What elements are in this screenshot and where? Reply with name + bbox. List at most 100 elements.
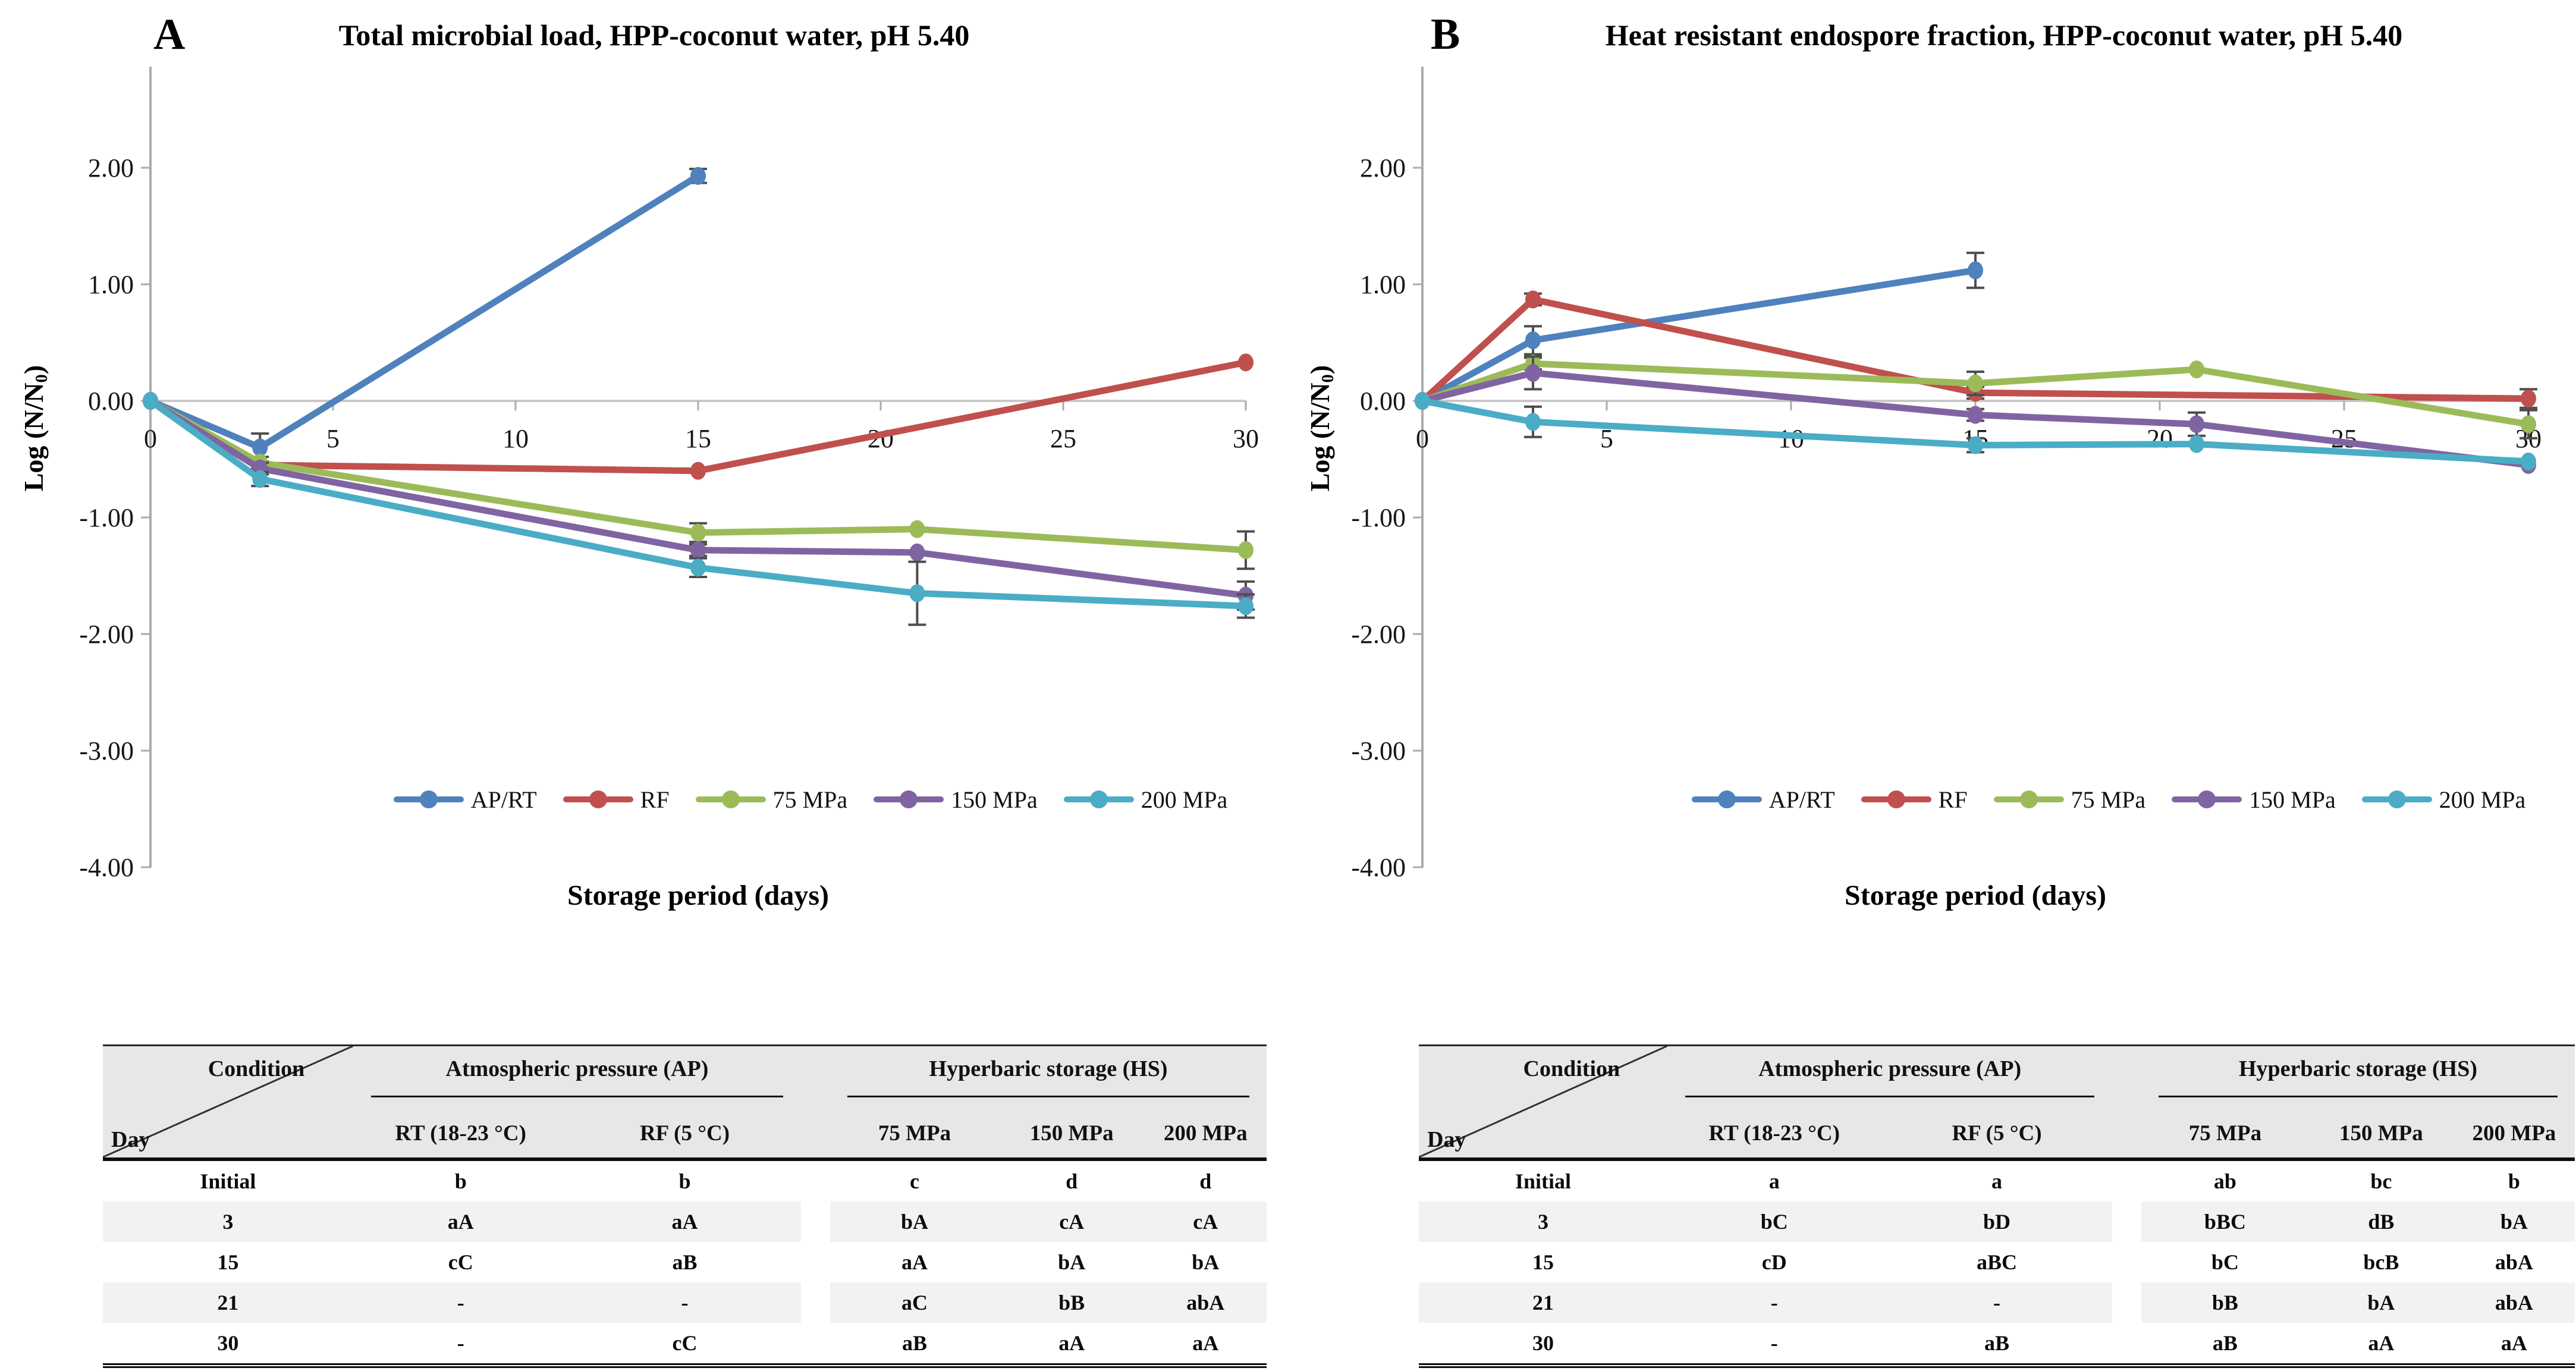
table-group-header-hyperbaric-storage-hs: Hyperbaric storage (HS) [830, 1046, 1267, 1099]
table-column-header-200-mpa: 200 MPa [1163, 1121, 1248, 1146]
table-value-cell: bA [2500, 1210, 2528, 1234]
table-value-cell: cA [1059, 1210, 1085, 1234]
data-point [909, 520, 925, 538]
chart-title-a: Total microbial load, HPP-coconut water,… [338, 18, 970, 52]
table-day-cell: 30 [1532, 1331, 1554, 1355]
table-value-cell: bB [1058, 1291, 1085, 1314]
y-axis-label-b: Log (N/N0) [1305, 365, 1338, 492]
legend-marker-icon [393, 789, 464, 810]
table-value-cell: aB [901, 1331, 927, 1355]
y-tick-label: -3.00 [1351, 736, 1406, 765]
table-group-header-hyperbaric-storage-hs: Hyperbaric storage (HS) [2141, 1046, 2575, 1099]
table-day-cell: 15 [217, 1250, 239, 1274]
legend-dot-icon [1089, 790, 1108, 808]
legend-dot-icon [900, 790, 918, 808]
legend-label: RF [1938, 786, 1968, 813]
table-column-header-rt-18-23-c: RT (18-23 °C) [1708, 1121, 1840, 1146]
chart-panel-a: 2.00 1.00 0.00 -1.00 -2.00 -3.00 -4.00 0 5 10 15 20… [79, 67, 1259, 882]
table-value-cell: bC [2211, 1250, 2239, 1274]
y-tick-label: -2.00 [79, 620, 134, 649]
row-stripe-hs [2141, 1201, 2575, 1242]
y-tick-label: -3.00 [79, 736, 134, 765]
table-header: Condition Day Atmospheric pressure (AP) Hyp… [103, 1044, 1267, 1161]
table-value-cell: - [457, 1291, 464, 1314]
significance-table-panel-b: Condition Day Atmospheric pressure (AP) Hyp… [1419, 1044, 2575, 1368]
legend-label: 150 MPa [951, 786, 1038, 813]
y-tick-label: -2.00 [1351, 620, 1406, 649]
group-header-label: Atmospheric pressure (AP) [445, 1056, 709, 1081]
table-value-cell: - [1993, 1291, 2000, 1314]
table-day-cell: Initial [1515, 1169, 1571, 1193]
data-point [1968, 261, 1983, 280]
table-value-cell: bc [2370, 1169, 2392, 1193]
table-day-cell: 30 [217, 1331, 239, 1355]
data-point [1525, 290, 1541, 309]
table-group-header-atmospheric-pressure-ap: Atmospheric pressure (AP) [353, 1046, 801, 1099]
data-point [1238, 541, 1254, 559]
legend-item-150-mpa: 150 MPa [2172, 786, 2336, 814]
data-point [690, 462, 706, 480]
legend-item-150-mpa: 150 MPa [874, 786, 1038, 814]
table-value-cell: aA [1192, 1331, 1219, 1355]
table-value-cell: bC [1760, 1210, 1788, 1234]
data-point [143, 392, 158, 410]
row-stripe-ap [1419, 1201, 2113, 1242]
x-tick-label: 0 [144, 424, 157, 453]
row-stripe-ap [103, 1201, 802, 1242]
table-value-cell: b [2508, 1169, 2520, 1193]
x-axis-label-a: Storage period (days) [567, 880, 829, 911]
series-line [147, 172, 702, 451]
data-point [909, 584, 925, 603]
table-value-cell: bA [900, 1210, 929, 1234]
legend-label: 75 MPa [2071, 786, 2146, 813]
table-value-cell: bA [1192, 1250, 1220, 1274]
series-ap-rt [143, 167, 707, 463]
table-column-header-200-mpa: 200 MPa [2472, 1121, 2556, 1146]
legend-label: 200 MPa [2439, 786, 2526, 813]
data-point [2521, 390, 2536, 408]
series-line [1419, 296, 2532, 404]
legend-panel-a: AP/RT RF 75 MPa 150 MPa 200 MPa [333, 780, 1288, 818]
group-header-label: Atmospheric pressure (AP) [1758, 1056, 2022, 1081]
table-bottom-border [103, 1363, 1267, 1368]
legend-item-75-mpa: 75 MPa [1993, 786, 2146, 814]
table-header: Condition Day Atmospheric pressure (AP) Hyp… [1419, 1044, 2575, 1161]
table-value-cell: aA [447, 1210, 474, 1234]
significance-table-panel-a: Condition Day Atmospheric pressure (AP) Hyp… [103, 1044, 1267, 1368]
group-header-underline [847, 1096, 1249, 1097]
legend-marker-icon [874, 789, 944, 810]
table-value-cell: bA [2367, 1291, 2395, 1314]
legend-label: AP/RT [470, 786, 537, 813]
x-tick-label: 20 [2147, 424, 2173, 453]
legend-marker-icon [1993, 789, 2064, 810]
table-value-cell: aA [2500, 1331, 2527, 1355]
group-header-label: Hyperbaric storage (HS) [929, 1056, 1168, 1081]
x-tick-label: 5 [1600, 424, 1613, 453]
table-value-cell: bcB [2363, 1250, 2399, 1274]
data-point [1525, 363, 1541, 382]
table-column-header-rt-18-23-c: RT (18-23 °C) [395, 1121, 526, 1146]
legend-label: 200 MPa [1141, 786, 1228, 813]
table-value-cell: c [910, 1169, 919, 1193]
table-value-cell: b [678, 1169, 691, 1193]
table-row-day-15: 15 cC aB aA bA bA [103, 1242, 1267, 1282]
legend-dot-icon [1887, 790, 1905, 808]
series-200-mpa [143, 392, 1255, 626]
table-row-day-30: 30 - cC aB aA aA [103, 1323, 1267, 1363]
data-point [1968, 436, 1983, 454]
table-row-day-21: 21 - - bB bA abA [1419, 1282, 2575, 1323]
panel-letter-b: B [1431, 10, 1460, 59]
y-tick-label: 0.00 [88, 387, 134, 416]
table-column-header-75-mpa: 75 MPa [2188, 1121, 2262, 1146]
legend-item-ap-rt: AP/RT [393, 786, 537, 814]
data-point [690, 559, 706, 577]
table-column-header-rf-5-c: RF (5 °C) [1952, 1121, 2042, 1146]
corner-label-day: Day [111, 1127, 150, 1152]
table-value-cell: a [1768, 1169, 1780, 1193]
table-value-cell: - [457, 1331, 464, 1355]
data-point [252, 470, 268, 488]
legend-dot-icon [1717, 790, 1736, 808]
row-stripe-hs [830, 1201, 1267, 1242]
data-point [1415, 392, 1430, 410]
table-day-cell: 21 [1532, 1291, 1554, 1314]
